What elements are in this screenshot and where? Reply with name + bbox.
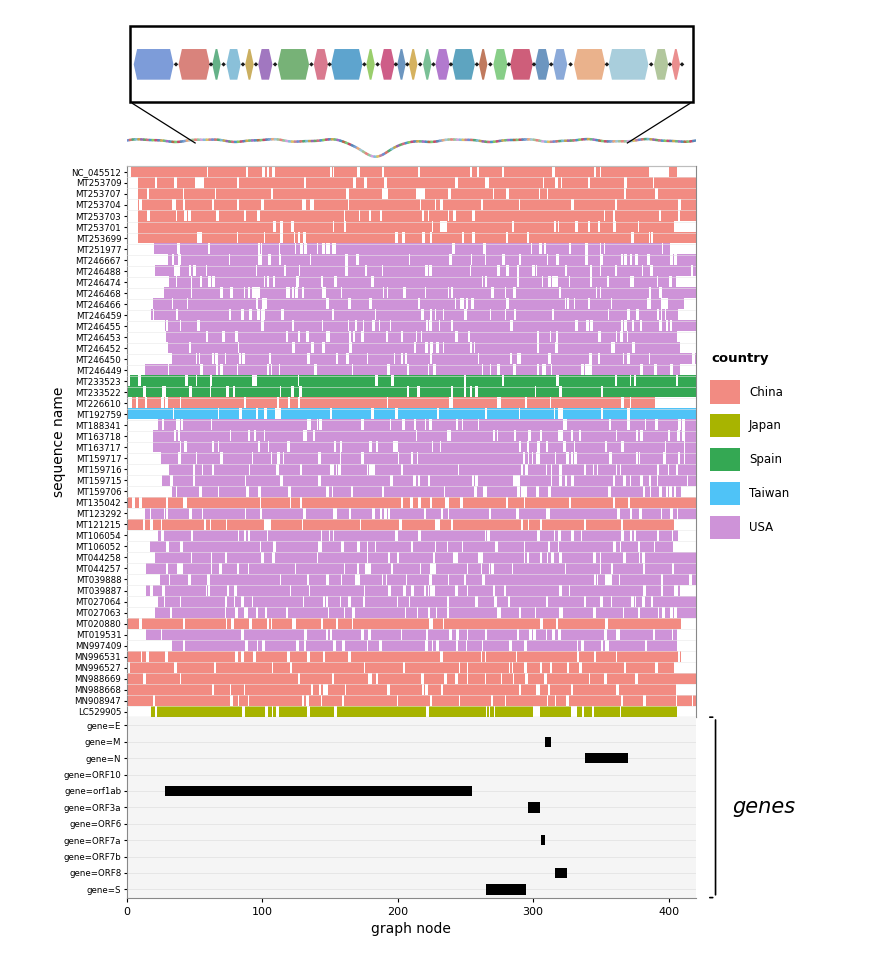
Polygon shape xyxy=(418,62,423,66)
Polygon shape xyxy=(314,49,328,80)
Polygon shape xyxy=(397,49,406,80)
Polygon shape xyxy=(449,62,453,66)
Y-axis label: sequence name: sequence name xyxy=(52,387,66,497)
Polygon shape xyxy=(254,62,258,66)
Polygon shape xyxy=(423,49,431,80)
Polygon shape xyxy=(479,49,487,80)
Polygon shape xyxy=(569,62,573,66)
Polygon shape xyxy=(258,49,272,80)
Polygon shape xyxy=(574,49,605,80)
Polygon shape xyxy=(375,62,380,66)
Polygon shape xyxy=(273,62,277,66)
Polygon shape xyxy=(394,62,398,66)
Polygon shape xyxy=(221,62,226,66)
Polygon shape xyxy=(507,62,511,66)
Polygon shape xyxy=(241,62,245,66)
Polygon shape xyxy=(245,49,254,80)
Bar xyxy=(542,835,545,846)
Text: China: China xyxy=(749,386,783,398)
Polygon shape xyxy=(331,49,362,80)
Polygon shape xyxy=(309,62,314,66)
Polygon shape xyxy=(493,49,507,80)
Polygon shape xyxy=(488,62,493,66)
Polygon shape xyxy=(553,49,567,80)
Polygon shape xyxy=(381,49,395,80)
Polygon shape xyxy=(672,49,680,80)
Polygon shape xyxy=(327,62,332,66)
Bar xyxy=(710,415,740,438)
Bar xyxy=(545,736,550,747)
Bar xyxy=(555,868,567,878)
Bar xyxy=(164,785,473,796)
Polygon shape xyxy=(367,49,374,80)
Text: Japan: Japan xyxy=(749,420,782,432)
Polygon shape xyxy=(174,62,178,66)
Bar xyxy=(710,448,740,471)
Bar xyxy=(584,753,628,763)
Polygon shape xyxy=(608,49,648,80)
Polygon shape xyxy=(362,62,367,66)
Polygon shape xyxy=(178,49,210,80)
Text: Taiwan: Taiwan xyxy=(749,487,789,500)
Polygon shape xyxy=(510,49,533,80)
Polygon shape xyxy=(549,62,554,66)
Polygon shape xyxy=(134,49,173,80)
Polygon shape xyxy=(474,62,480,66)
Text: Spain: Spain xyxy=(749,453,782,467)
Polygon shape xyxy=(227,49,241,80)
Polygon shape xyxy=(532,62,536,66)
Polygon shape xyxy=(536,49,550,80)
Polygon shape xyxy=(409,49,417,80)
Polygon shape xyxy=(277,49,309,80)
Text: USA: USA xyxy=(749,520,774,534)
Polygon shape xyxy=(405,62,410,66)
Text: country: country xyxy=(712,352,769,365)
Bar xyxy=(710,380,740,404)
Polygon shape xyxy=(668,62,672,66)
X-axis label: graph node: graph node xyxy=(371,923,452,936)
Polygon shape xyxy=(605,62,609,66)
Polygon shape xyxy=(209,62,214,66)
Bar xyxy=(486,884,527,895)
Polygon shape xyxy=(654,49,668,80)
Polygon shape xyxy=(680,62,684,66)
Polygon shape xyxy=(452,49,475,80)
Polygon shape xyxy=(649,62,654,66)
Polygon shape xyxy=(431,62,436,66)
Bar xyxy=(710,516,740,539)
Bar xyxy=(528,803,540,812)
Polygon shape xyxy=(213,49,220,80)
Polygon shape xyxy=(436,49,450,80)
Bar xyxy=(710,482,740,505)
Text: genes: genes xyxy=(732,798,795,817)
